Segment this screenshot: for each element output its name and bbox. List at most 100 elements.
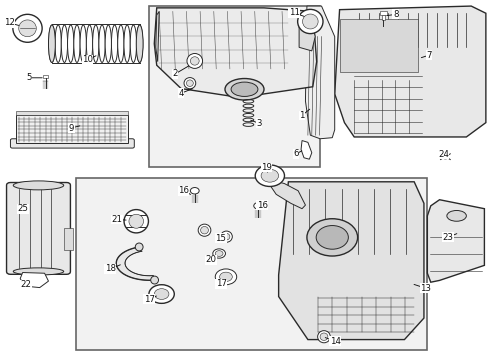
Text: 22: 22 <box>20 280 32 289</box>
FancyBboxPatch shape <box>76 178 427 350</box>
FancyBboxPatch shape <box>16 115 128 143</box>
Polygon shape <box>20 273 48 288</box>
Circle shape <box>255 165 284 186</box>
Text: 16: 16 <box>178 186 189 195</box>
Ellipse shape <box>198 224 210 236</box>
Ellipse shape <box>99 25 105 63</box>
Text: 6: 6 <box>293 149 298 158</box>
Ellipse shape <box>200 226 208 234</box>
Text: 12: 12 <box>4 18 15 27</box>
Text: 15: 15 <box>215 234 225 243</box>
Ellipse shape <box>86 25 93 63</box>
Circle shape <box>190 188 199 194</box>
Circle shape <box>212 249 225 258</box>
Ellipse shape <box>49 25 55 63</box>
Ellipse shape <box>223 233 229 240</box>
Text: 19: 19 <box>261 163 271 172</box>
Polygon shape <box>266 180 305 209</box>
Text: 2: 2 <box>172 69 178 78</box>
FancyBboxPatch shape <box>64 228 73 250</box>
Text: 17: 17 <box>143 294 155 303</box>
Ellipse shape <box>190 57 199 65</box>
Text: 13: 13 <box>420 284 430 293</box>
Circle shape <box>215 269 236 285</box>
Ellipse shape <box>130 25 136 63</box>
Polygon shape <box>427 200 484 282</box>
Ellipse shape <box>183 78 195 89</box>
Ellipse shape <box>55 25 61 63</box>
Text: 10: 10 <box>82 55 93 64</box>
Ellipse shape <box>317 330 330 343</box>
Text: 9: 9 <box>69 123 74 132</box>
Circle shape <box>261 169 278 182</box>
Bar <box>126 215 146 227</box>
Ellipse shape <box>136 25 142 63</box>
Text: 8: 8 <box>392 10 398 19</box>
Text: 5: 5 <box>26 73 32 82</box>
Ellipse shape <box>67 25 74 63</box>
Polygon shape <box>301 140 311 159</box>
Ellipse shape <box>13 181 63 190</box>
Text: 14: 14 <box>329 337 340 346</box>
Ellipse shape <box>135 243 143 251</box>
Ellipse shape <box>80 25 86 63</box>
Text: 18: 18 <box>105 265 116 274</box>
Text: 11: 11 <box>288 8 299 17</box>
Text: 23: 23 <box>442 233 453 242</box>
Ellipse shape <box>231 82 257 96</box>
Circle shape <box>215 251 223 256</box>
FancyBboxPatch shape <box>6 183 70 274</box>
Polygon shape <box>334 6 485 137</box>
Text: 16: 16 <box>256 201 267 210</box>
Polygon shape <box>278 182 423 339</box>
Ellipse shape <box>320 333 327 341</box>
Bar <box>42 75 48 78</box>
Ellipse shape <box>186 54 202 68</box>
Ellipse shape <box>13 14 42 42</box>
Bar <box>379 12 386 15</box>
Ellipse shape <box>105 25 111 63</box>
Ellipse shape <box>123 25 130 63</box>
FancyBboxPatch shape <box>10 139 134 148</box>
Ellipse shape <box>446 211 466 221</box>
Text: 3: 3 <box>256 119 262 128</box>
Bar <box>381 15 385 21</box>
Circle shape <box>316 226 347 249</box>
Ellipse shape <box>302 14 318 29</box>
Circle shape <box>253 203 262 209</box>
FancyBboxPatch shape <box>16 111 128 115</box>
Text: 21: 21 <box>111 215 122 224</box>
Ellipse shape <box>92 25 99 63</box>
Polygon shape <box>116 247 154 280</box>
Ellipse shape <box>48 25 55 63</box>
Circle shape <box>154 289 168 300</box>
Ellipse shape <box>111 25 118 63</box>
Ellipse shape <box>150 276 158 284</box>
Ellipse shape <box>61 25 67 63</box>
Polygon shape <box>156 12 159 62</box>
Ellipse shape <box>129 214 143 228</box>
Circle shape <box>149 285 174 303</box>
Text: 7: 7 <box>425 51 431 60</box>
Text: 17: 17 <box>215 279 226 288</box>
Text: 1: 1 <box>299 111 304 120</box>
Ellipse shape <box>186 80 193 86</box>
Ellipse shape <box>124 210 148 233</box>
Ellipse shape <box>13 268 63 275</box>
Text: 24: 24 <box>437 150 448 159</box>
Ellipse shape <box>136 25 143 63</box>
Ellipse shape <box>74 25 80 63</box>
Ellipse shape <box>118 25 124 63</box>
Polygon shape <box>299 15 315 51</box>
FancyBboxPatch shape <box>149 6 320 167</box>
Text: 20: 20 <box>205 255 216 264</box>
Polygon shape <box>154 8 316 98</box>
Polygon shape <box>305 6 334 139</box>
Circle shape <box>306 219 357 256</box>
Circle shape <box>442 154 447 159</box>
Circle shape <box>219 272 232 282</box>
Ellipse shape <box>224 78 264 100</box>
Text: 4: 4 <box>178 89 183 98</box>
Ellipse shape <box>297 9 323 33</box>
Ellipse shape <box>19 20 36 37</box>
